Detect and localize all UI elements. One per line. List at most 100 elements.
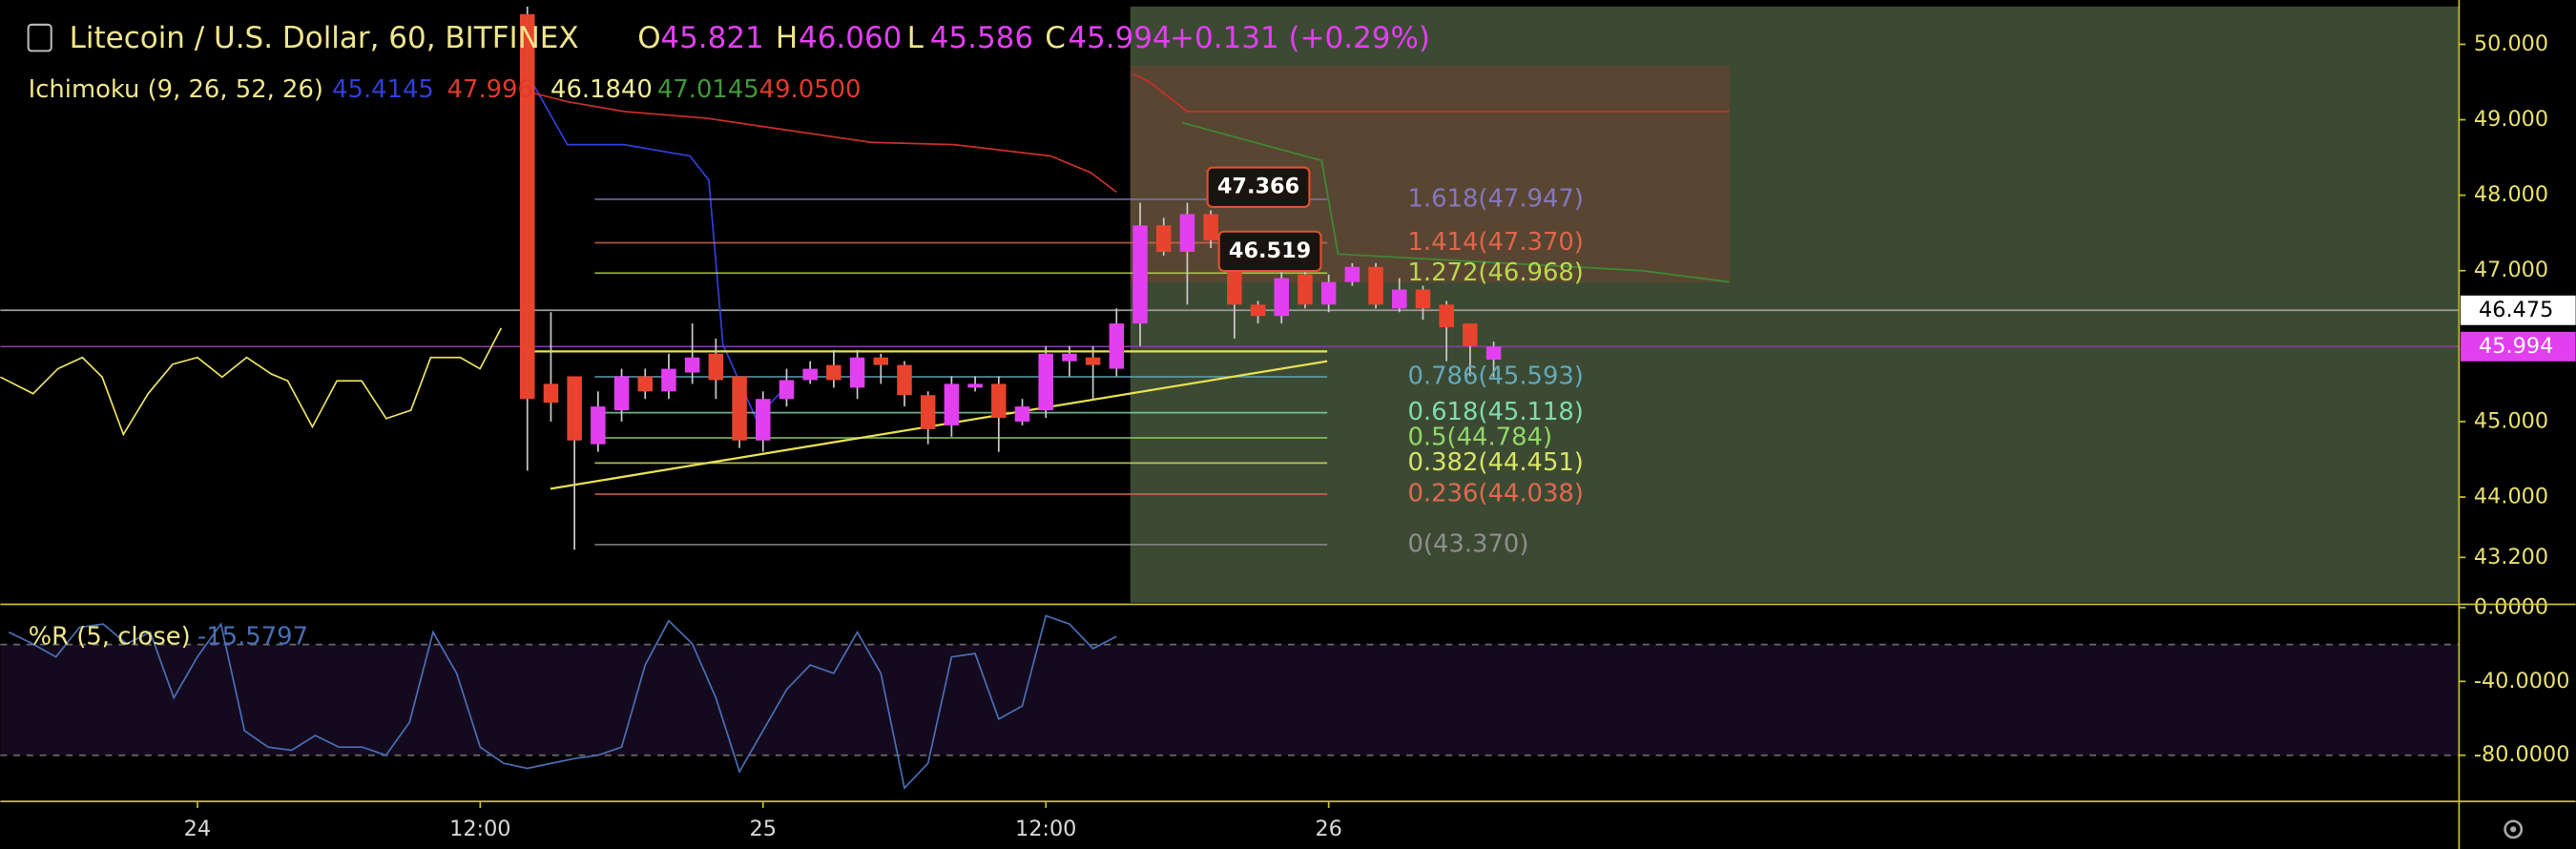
candle-body	[802, 368, 818, 381]
settings-icon-ring	[2503, 819, 2524, 839]
oscillator-tick-label: -40.0000	[2474, 669, 2570, 694]
ohlc-value: 45.994	[1068, 21, 1171, 55]
settings-icon[interactable]	[2503, 819, 2524, 839]
fib-level-label: 1.618(47.947)	[1408, 184, 1584, 213]
x-tick-label: 24	[184, 817, 211, 841]
candle-body	[1132, 225, 1148, 324]
fib-level-label: 0.5(44.784)	[1408, 424, 1553, 452]
candle-body	[543, 383, 559, 404]
candle-body	[1274, 278, 1289, 317]
candle-body	[732, 376, 747, 441]
y-tick-label: 48.000	[2474, 182, 2548, 207]
candle-body	[920, 395, 936, 429]
candle-body	[967, 383, 983, 388]
y-tick-label: 44.000	[2474, 485, 2548, 509]
candle-body	[708, 353, 724, 381]
candle-body	[1250, 304, 1266, 317]
fib-level-label: 0.236(44.038)	[1408, 480, 1584, 508]
ichimoku-line	[522, 89, 1117, 194]
indicator-value: 45.4145	[332, 75, 434, 104]
candle-body	[661, 368, 676, 392]
fib-level-label: 0.618(45.118)	[1408, 398, 1584, 426]
candle-body	[873, 357, 889, 365]
x-tick-label: 26	[1315, 817, 1341, 841]
candle-body	[684, 357, 700, 373]
callout-label: 46.519	[1229, 238, 1311, 263]
trendline	[550, 360, 1328, 490]
callout-label: 47.366	[1217, 175, 1299, 199]
ohlc-value: 45.586	[930, 21, 1033, 55]
candle-body	[519, 13, 535, 400]
ichimoku-line	[522, 65, 780, 421]
settings-icon-center	[2510, 826, 2517, 833]
candle-body	[1463, 323, 1478, 346]
candle-body	[826, 364, 841, 381]
symbol-icon[interactable]	[27, 23, 52, 52]
ohlc-key: H	[776, 21, 798, 55]
ohlc-key: C	[1045, 21, 1066, 55]
y-tick-label: 50.000	[2474, 31, 2548, 56]
price-marker-label: 46.475	[2479, 298, 2553, 322]
candle-body	[991, 383, 1007, 418]
candle-body	[1203, 214, 1218, 241]
candle-body	[944, 383, 960, 425]
price-line-layer	[0, 65, 2460, 546]
candle-body	[637, 376, 653, 392]
candle-body	[1179, 214, 1195, 252]
y-tick-label: 43.200	[2474, 545, 2548, 569]
oscillator-tick-label: 0.0000	[2474, 594, 2548, 619]
y-tick-label: 47.000	[2474, 258, 2548, 282]
ohlc-value: 45.821	[660, 21, 763, 55]
candle-body	[1014, 406, 1030, 422]
ohlc-value: 46.060	[799, 21, 902, 55]
candle-body	[1485, 346, 1502, 360]
y-tick-label: 45.000	[2474, 408, 2548, 433]
candle-body	[1085, 357, 1101, 365]
oscillator-band	[0, 644, 2460, 756]
candle-body	[1155, 225, 1172, 252]
fib-level-label: 1.414(47.370)	[1408, 228, 1584, 257]
ohlc-key: L	[907, 21, 924, 55]
candle-body	[1439, 304, 1454, 328]
candle-body	[1298, 274, 1313, 305]
candle-body	[897, 364, 912, 396]
ichimoku-line	[1132, 72, 1730, 113]
price-marker-label: 45.994	[2479, 334, 2553, 359]
candle-body	[1368, 266, 1383, 305]
indicator-value: 49.0500	[759, 75, 862, 104]
callout-box	[1206, 166, 1311, 208]
price-change: +0.131 (+0.29%)	[1170, 21, 1430, 55]
callout-box	[1217, 230, 1322, 273]
ichimoku-line	[1182, 121, 1730, 283]
oscillator-band-layer	[0, 614, 2460, 790]
y-tick-label: 49.000	[2474, 107, 2548, 132]
x-tick-label: 12:00	[449, 817, 510, 841]
oscillator-line	[8, 614, 1117, 790]
oscillator-value: -15.5797	[197, 622, 308, 651]
fib-level-label: 0.382(44.451)	[1408, 448, 1584, 477]
candle-body	[849, 357, 865, 388]
price-marker-box	[2461, 295, 2576, 325]
candle-body	[1344, 266, 1361, 282]
fib-level-label: 0(43.370)	[1408, 529, 1529, 558]
ohlc-key: O	[637, 21, 660, 55]
candle-layer	[519, 6, 1502, 550]
fib-level-label: 1.272(46.968)	[1408, 259, 1584, 287]
candle-body	[1062, 353, 1077, 362]
x-tick-label: 12:00	[1015, 817, 1076, 841]
price-marker-box	[2461, 331, 2576, 362]
indicator-value: 47.996	[447, 75, 533, 104]
candle-body	[1392, 289, 1407, 309]
chart-title: Litecoin / U.S. Dollar, 60, BITFINEX	[70, 21, 579, 55]
indicator-value: 46.1840	[551, 75, 653, 104]
x-tick-label: 25	[750, 817, 777, 841]
oscillator-tick-label: -80.0000	[2474, 742, 2570, 767]
candle-body	[591, 406, 606, 445]
ichimoku-line	[0, 327, 503, 437]
candle-body	[1038, 353, 1053, 411]
oscillator-name: %R (5, close)	[29, 622, 191, 651]
candle-body	[613, 376, 630, 411]
candle-body	[756, 399, 771, 441]
